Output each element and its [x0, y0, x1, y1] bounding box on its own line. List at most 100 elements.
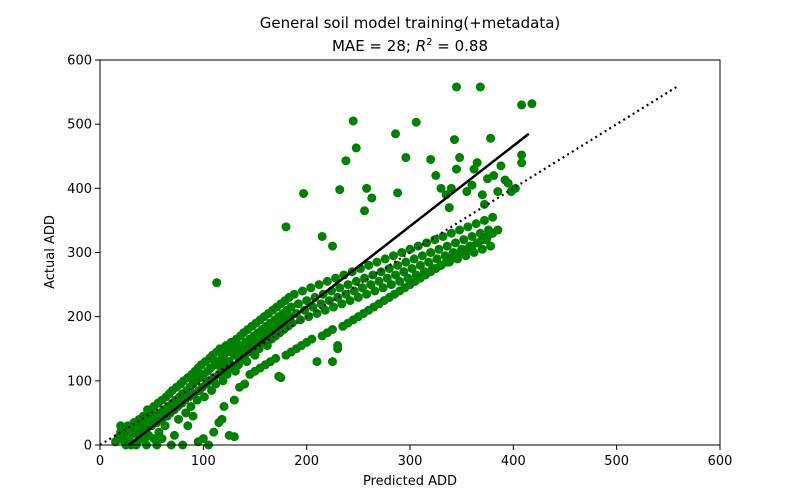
- data-point: [348, 116, 358, 126]
- data-point: [397, 248, 407, 257]
- data-point: [479, 215, 489, 225]
- data-point: [486, 241, 496, 251]
- subtitle-suffix: = 0.88: [433, 37, 489, 55]
- data-point: [409, 254, 419, 264]
- data-point: [174, 414, 184, 424]
- data-point: [299, 188, 309, 198]
- data-point: [229, 395, 239, 405]
- data-point: [209, 427, 219, 437]
- data-point: [449, 135, 459, 145]
- data-point: [388, 251, 398, 261]
- data-point: [517, 100, 527, 110]
- data-point: [452, 82, 461, 92]
- data-point: [391, 270, 401, 280]
- data-point: [229, 432, 239, 442]
- data-point: [281, 222, 291, 232]
- data-point: [450, 238, 460, 248]
- data-point: [199, 392, 209, 402]
- data-point: [337, 299, 347, 309]
- data-point: [295, 315, 305, 325]
- data-point: [477, 190, 487, 200]
- subtitle-r-symbol: R: [416, 37, 426, 55]
- data-point: [432, 254, 442, 264]
- data-point: [250, 350, 260, 360]
- data-point: [370, 286, 380, 296]
- data-point: [467, 231, 477, 241]
- x-axis-ticks: 0 100 200 300 400 500 600: [96, 445, 732, 469]
- data-point: [331, 273, 341, 283]
- data-point: [415, 260, 425, 270]
- subtitle-prefix: MAE = 28;: [332, 37, 416, 55]
- data-point: [384, 264, 394, 274]
- data-point: [493, 225, 503, 235]
- data-point: [417, 251, 427, 261]
- data-point: [314, 280, 324, 290]
- data-point: [351, 276, 361, 286]
- data-point: [362, 289, 372, 299]
- data-point: [463, 222, 473, 232]
- data-point: [431, 171, 441, 180]
- plot-area: [99, 82, 680, 450]
- data-point: [444, 203, 454, 213]
- data-point: [328, 241, 337, 251]
- y-tick-label: 600: [67, 54, 92, 69]
- data-point: [345, 296, 355, 306]
- data-point: [312, 308, 322, 318]
- chart-subtitle: MAE = 28; R2 = 0.88: [332, 37, 488, 55]
- data-point: [298, 286, 308, 296]
- x-axis-label: Predicted ADD: [363, 474, 457, 489]
- data-point: [496, 161, 506, 171]
- data-point: [517, 150, 527, 160]
- data-point: [426, 154, 436, 164]
- data-point: [183, 421, 193, 431]
- data-point: [351, 143, 361, 153]
- y-tick-label: 0: [84, 439, 92, 454]
- data-point: [407, 264, 417, 274]
- data-point: [186, 402, 196, 411]
- data-point: [446, 228, 456, 238]
- data-point: [302, 296, 312, 306]
- data-point: [506, 187, 516, 197]
- data-point: [393, 260, 403, 270]
- data-point: [333, 341, 343, 351]
- data-point: [411, 117, 421, 127]
- data-point: [222, 369, 232, 379]
- x-tick-label: 300: [398, 454, 423, 469]
- data-point: [374, 276, 384, 286]
- data-point: [335, 185, 345, 195]
- data-point: [335, 283, 345, 293]
- data-point: [364, 260, 374, 270]
- data-point: [386, 280, 396, 290]
- data-point: [479, 199, 489, 209]
- y-tick-label: 400: [67, 182, 92, 197]
- identity-line: [99, 84, 680, 446]
- data-point: [341, 156, 351, 166]
- data-point: [467, 180, 477, 190]
- x-tick-label: 100: [191, 454, 216, 469]
- data-point: [366, 280, 376, 290]
- data-point: [378, 283, 388, 293]
- data-point: [424, 257, 434, 267]
- data-point: [212, 278, 222, 288]
- data-point: [242, 357, 252, 367]
- data-point: [329, 302, 339, 312]
- data-point: [446, 183, 456, 193]
- data-point: [169, 430, 179, 440]
- data-point: [368, 270, 378, 280]
- data-point: [328, 357, 337, 367]
- data-point: [324, 296, 334, 306]
- data-point: [116, 421, 126, 431]
- data-point: [472, 158, 482, 168]
- data-point: [405, 244, 415, 254]
- data-point: [357, 283, 367, 293]
- data-point: [426, 248, 436, 257]
- data-point: [207, 385, 217, 395]
- data-point: [527, 99, 537, 109]
- data-point: [382, 273, 392, 283]
- data-point: [218, 376, 228, 386]
- x-tick-label: 500: [604, 454, 629, 469]
- data-point: [286, 302, 296, 312]
- data-point: [486, 133, 496, 143]
- data-point: [317, 231, 327, 241]
